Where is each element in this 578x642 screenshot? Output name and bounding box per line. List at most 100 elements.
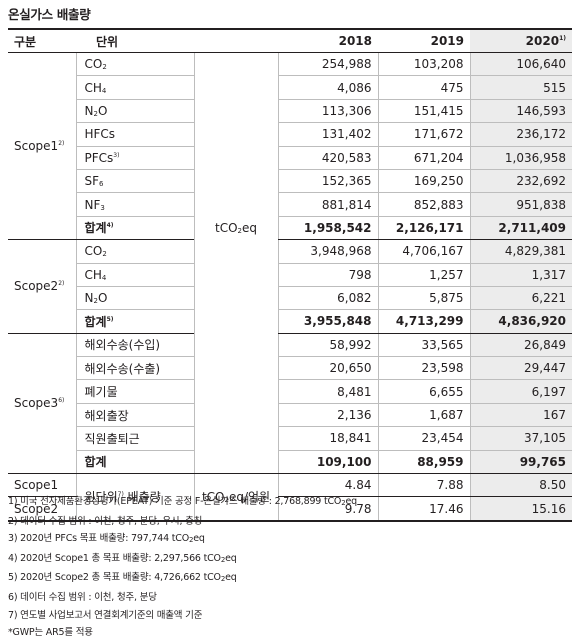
- scope-name: Scope2: [14, 279, 59, 294]
- footnote-ref: 2): [58, 280, 65, 288]
- table-row: PFCs3) 420,583 671,204 1,036,958: [8, 146, 572, 170]
- item-name: NF: [84, 197, 101, 212]
- total-value-2018: 3,955,848: [277, 309, 378, 334]
- value-2018: 152,365: [277, 169, 378, 194]
- footnote-suffix: eq: [225, 552, 237, 564]
- value-2019: 23,454: [377, 426, 470, 451]
- item-suffix: O: [97, 103, 108, 118]
- header-unit-label: 단위: [96, 34, 119, 49]
- value-2018: 798: [277, 263, 378, 287]
- intensity-value-2020: 8.50: [469, 473, 572, 498]
- table-row: 폐기물 8,481 6,655 6,197: [8, 379, 572, 404]
- item-subscript: 2: [102, 250, 107, 259]
- header-2020-label: 2020: [525, 34, 560, 48]
- value-2019: 475: [377, 75, 470, 100]
- value-2020: 167: [469, 403, 572, 428]
- emissions-table: 구분 단위 2018 2019 20201) Scope12) CO2 tCO2eq…: [8, 28, 572, 522]
- item-name: 해외출장: [84, 408, 129, 423]
- value-2019: 33,565: [377, 333, 470, 358]
- footnote-suffix: eq: [193, 533, 205, 545]
- total-label-cell: 합계4): [75, 216, 194, 241]
- item-cell: CO2: [75, 52, 194, 77]
- total-label: 합계: [84, 314, 107, 329]
- footnote-line: 1) 미국 전자제품환경성평가(EPEAT) 기준 공정 F-온실가스 배출량 …: [8, 493, 357, 513]
- header-unit: 단위: [76, 28, 278, 53]
- header-2018: 2018: [278, 28, 378, 53]
- footnote-text: 7) 연도별 사업보고서 연결회계기준의 매출액 기준: [8, 609, 203, 621]
- value-2020: 37,105: [469, 426, 572, 451]
- value-2019: 6,655: [377, 379, 470, 404]
- total-value-2020: 99,765: [469, 450, 572, 475]
- value-2019: 23,598: [377, 356, 470, 381]
- item-name: 해외수송(수출): [84, 361, 161, 376]
- footnote-subscript: 2: [341, 499, 346, 507]
- intensity-item-post: 배출량: [123, 490, 161, 505]
- value-2020: 232,692: [469, 169, 572, 194]
- footnote-text: 3) 2020년 PFCs 목표 배출량: 797,744 tCO: [8, 533, 189, 545]
- intensity-value-2018: 4.84: [277, 473, 378, 498]
- item-cell: CH4: [75, 263, 194, 287]
- item-name: N: [84, 291, 94, 306]
- unit-subscript: 2: [237, 227, 242, 235]
- item-name: 해외수송(수입): [84, 338, 161, 353]
- value-2019: 1,257: [377, 263, 470, 287]
- value-2020: 236,172: [469, 122, 572, 147]
- total-label-cell: 합계5): [75, 309, 194, 334]
- table-row: CH4 4,086 475 515: [8, 75, 572, 100]
- value-2018: 254,988: [277, 52, 378, 77]
- item-cell: 직원출퇴근: [75, 426, 194, 451]
- footnote-suffix: eq: [345, 496, 357, 507]
- value-2020: 1,317: [469, 263, 572, 287]
- item-cell: N2O: [75, 99, 194, 124]
- value-2018: 4,086: [277, 75, 378, 100]
- value-2018: 58,992: [277, 333, 378, 358]
- table-body: Scope12) CO2 tCO2eq 254,988 103,208 106,640 CH…: [8, 52, 572, 522]
- scope-label: Scope22): [8, 239, 76, 334]
- footnote-ref: 6): [58, 397, 65, 405]
- value-2019: 671,204: [377, 146, 470, 170]
- table-row: Scope36) 해외수송(수입) 58,992 33,565 26,849: [8, 333, 572, 475]
- footnote-ref: 4): [106, 222, 114, 230]
- item-subscript: 2: [93, 297, 98, 306]
- total-value-2020: 2,711,409: [469, 216, 572, 241]
- total-row: 합계 109,100 88,959 99,765: [8, 450, 572, 475]
- unit-text-post: eq: [242, 221, 257, 235]
- value-2020: 951,838: [469, 192, 572, 217]
- header-gubun: 구분: [8, 28, 76, 53]
- item-name: CH: [84, 267, 102, 282]
- item-name: 직원출퇴근: [84, 431, 140, 446]
- table-row: HFCs 131,402 171,672 236,172: [8, 122, 572, 147]
- item-name: HFCs: [84, 127, 116, 142]
- footnote-suffix: eq: [225, 572, 237, 584]
- item-subscript: 3: [100, 203, 105, 212]
- unit-subscript: 2: [224, 496, 229, 505]
- table-header-row: 구분 단위 2018 2019 20201): [8, 28, 572, 53]
- value-2018: 420,583: [277, 146, 378, 170]
- item-subscript: 2: [93, 109, 98, 118]
- total-label-cell: 합계: [75, 450, 194, 475]
- item-cell: 해외출장: [75, 403, 194, 428]
- value-2020: 106,640: [469, 52, 572, 77]
- table-row: NF3 881,814 852,883 951,838: [8, 192, 572, 217]
- total-row: 합계4) 1,958,542 2,126,171 2,711,409: [8, 216, 572, 241]
- value-2018: 8,481: [277, 379, 378, 404]
- table-row: 직원출퇴근 18,841 23,454 37,105: [8, 426, 572, 451]
- item-cell: HFCs: [75, 122, 194, 147]
- total-value-2019: 2,126,171: [377, 216, 470, 241]
- value-2018: 131,402: [277, 122, 378, 147]
- unit-cell: tCO2eq: [193, 52, 278, 475]
- total-value-2020: 4,836,920: [469, 309, 572, 334]
- item-name: CO: [84, 57, 103, 72]
- item-cell: NF3: [75, 192, 194, 217]
- table-row: Scope22) CO2 3,948,968 4,706,167 4,829,381: [8, 239, 572, 334]
- item-name: CO: [84, 244, 103, 259]
- footnote-ref: 2): [58, 140, 65, 148]
- table-row: SF6 152,365 169,250 232,692: [8, 169, 572, 194]
- table-row: CH4 798 1,257 1,317: [8, 263, 572, 287]
- table-row: Scope12) CO2 tCO2eq 254,988 103,208 106,640: [8, 52, 572, 475]
- table-row: N2O 6,082 5,875 6,221: [8, 286, 572, 311]
- unit-text: tCO: [215, 221, 238, 235]
- value-2018: 3,948,968: [277, 239, 378, 264]
- footnote-ref: 7): [117, 491, 124, 499]
- item-name: N: [84, 103, 94, 118]
